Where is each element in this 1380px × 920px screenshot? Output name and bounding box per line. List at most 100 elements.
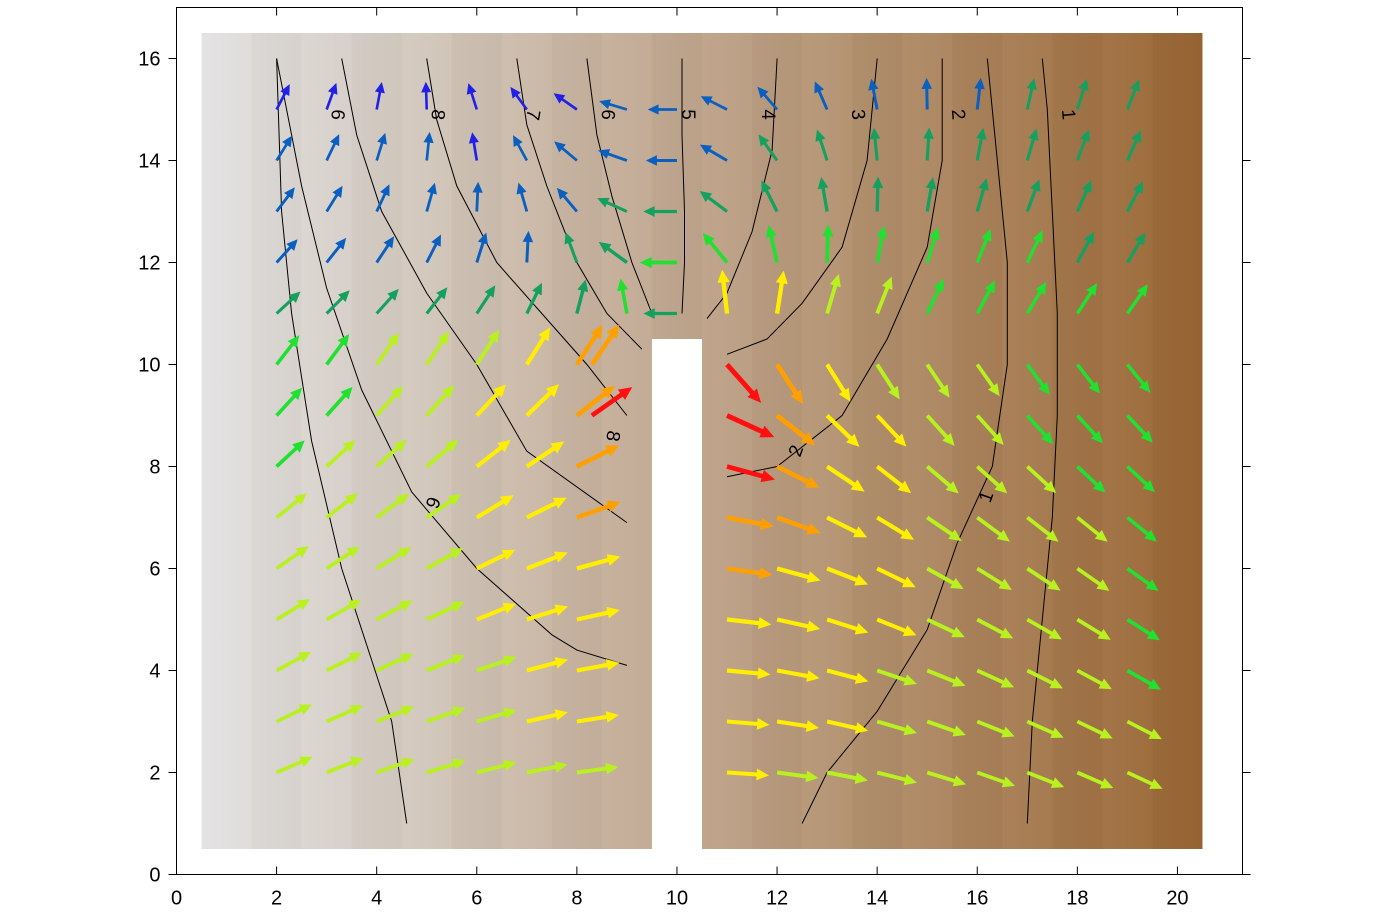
velocity-vector	[325, 493, 358, 519]
velocity-vector	[375, 132, 387, 161]
velocity-vector	[926, 566, 964, 589]
velocity-vector	[1125, 232, 1146, 264]
velocity-vector	[645, 155, 677, 166]
velocity-vector	[1026, 566, 1061, 591]
velocity-vector	[376, 757, 415, 775]
velocity-vector	[1126, 465, 1155, 493]
velocity-vector	[575, 279, 589, 314]
velocity-vector	[325, 439, 356, 468]
velocity-vector	[325, 599, 362, 622]
velocity-vector	[726, 768, 769, 781]
velocity-vector	[425, 439, 459, 469]
velocity-vector	[575, 445, 620, 469]
velocity-vector	[757, 86, 779, 111]
velocity-vector	[425, 385, 455, 417]
velocity-vector	[556, 187, 578, 213]
contour-line-9	[276, 58, 628, 666]
velocity-vector	[1126, 719, 1162, 740]
velocity-vector	[1026, 668, 1063, 689]
x-tick-label: 16	[966, 888, 988, 910]
domain-shade-band	[202, 33, 252, 849]
velocity-vector	[325, 82, 338, 110]
velocity-vector	[699, 191, 728, 213]
velocity-vector	[526, 761, 568, 775]
y-tick-label: 12	[138, 253, 160, 275]
velocity-vector	[776, 770, 819, 783]
velocity-vector	[975, 465, 1008, 494]
velocity-vector	[590, 387, 633, 418]
velocity-vector	[876, 566, 916, 588]
velocity-vector	[525, 384, 560, 418]
velocity-vector	[375, 184, 390, 213]
velocity-vector	[826, 515, 868, 538]
velocity-vector	[876, 617, 917, 637]
velocity-vector	[1025, 281, 1047, 315]
velocity-vector	[275, 335, 300, 366]
velocity-vector	[475, 384, 507, 417]
velocity-vector	[525, 497, 567, 520]
velocity-vector	[1126, 414, 1153, 443]
velocity-vector	[876, 668, 917, 686]
velocity-vector	[876, 770, 917, 786]
velocity-vector	[526, 657, 569, 673]
velocity-vector	[1125, 181, 1144, 213]
velocity-vector	[1076, 566, 1110, 591]
velocity-vector	[513, 135, 529, 162]
velocity-vector	[375, 288, 399, 315]
velocity-vector	[925, 177, 937, 212]
velocity-vector	[926, 770, 967, 787]
vector-field-layer	[275, 77, 1163, 789]
velocity-vector	[921, 77, 933, 110]
plot-frame	[176, 7, 1243, 875]
contour-label: 6	[326, 108, 348, 120]
velocity-vector	[925, 278, 944, 315]
velocity-vector	[576, 762, 619, 775]
velocity-vector	[817, 176, 829, 212]
velocity-vector	[275, 651, 312, 673]
x-tick-label: 20	[1166, 888, 1188, 910]
velocity-vector	[564, 232, 579, 264]
velocity-vector	[375, 705, 415, 724]
velocity-vector	[325, 386, 353, 417]
velocity-vector	[1026, 770, 1065, 788]
velocity-vector	[275, 135, 293, 162]
velocity-vector	[726, 515, 774, 530]
velocity-vector	[643, 308, 677, 319]
velocity-vector	[826, 617, 869, 635]
x-tick-label: 12	[766, 888, 788, 910]
velocity-vector	[925, 227, 940, 264]
domain-shade-band	[702, 33, 752, 849]
velocity-vector	[525, 282, 542, 315]
velocity-vector	[1076, 516, 1108, 542]
velocity-vector	[825, 413, 860, 447]
velocity-vector	[375, 385, 404, 417]
velocity-vector	[776, 719, 820, 732]
velocity-vector	[1026, 719, 1064, 738]
velocity-vector	[814, 81, 829, 111]
velocity-vector	[1075, 180, 1092, 213]
velocity-vector	[475, 549, 516, 571]
velocity-vector	[425, 601, 465, 622]
velocity-vector	[598, 242, 628, 264]
y-tick-label: 16	[138, 49, 160, 71]
velocity-vector	[553, 93, 578, 111]
contour-layer	[276, 58, 1058, 824]
velocity-vector	[325, 705, 363, 724]
velocity-vector	[1025, 230, 1043, 264]
velocity-vector	[826, 770, 868, 784]
velocity-vector	[825, 273, 841, 315]
velocity-vector	[425, 331, 450, 366]
velocity-vector	[510, 86, 528, 111]
velocity-vector	[426, 654, 466, 673]
velocity-vector	[476, 655, 517, 673]
velocity-vector	[476, 602, 517, 622]
velocity-vector	[869, 127, 881, 161]
velocity-vector	[1126, 284, 1148, 315]
velocity-vector	[975, 414, 1004, 446]
velocity-vector	[976, 617, 1014, 639]
velocity-vector	[976, 566, 1012, 590]
velocity-vector	[975, 127, 987, 161]
x-tick-label: 4	[371, 888, 382, 910]
